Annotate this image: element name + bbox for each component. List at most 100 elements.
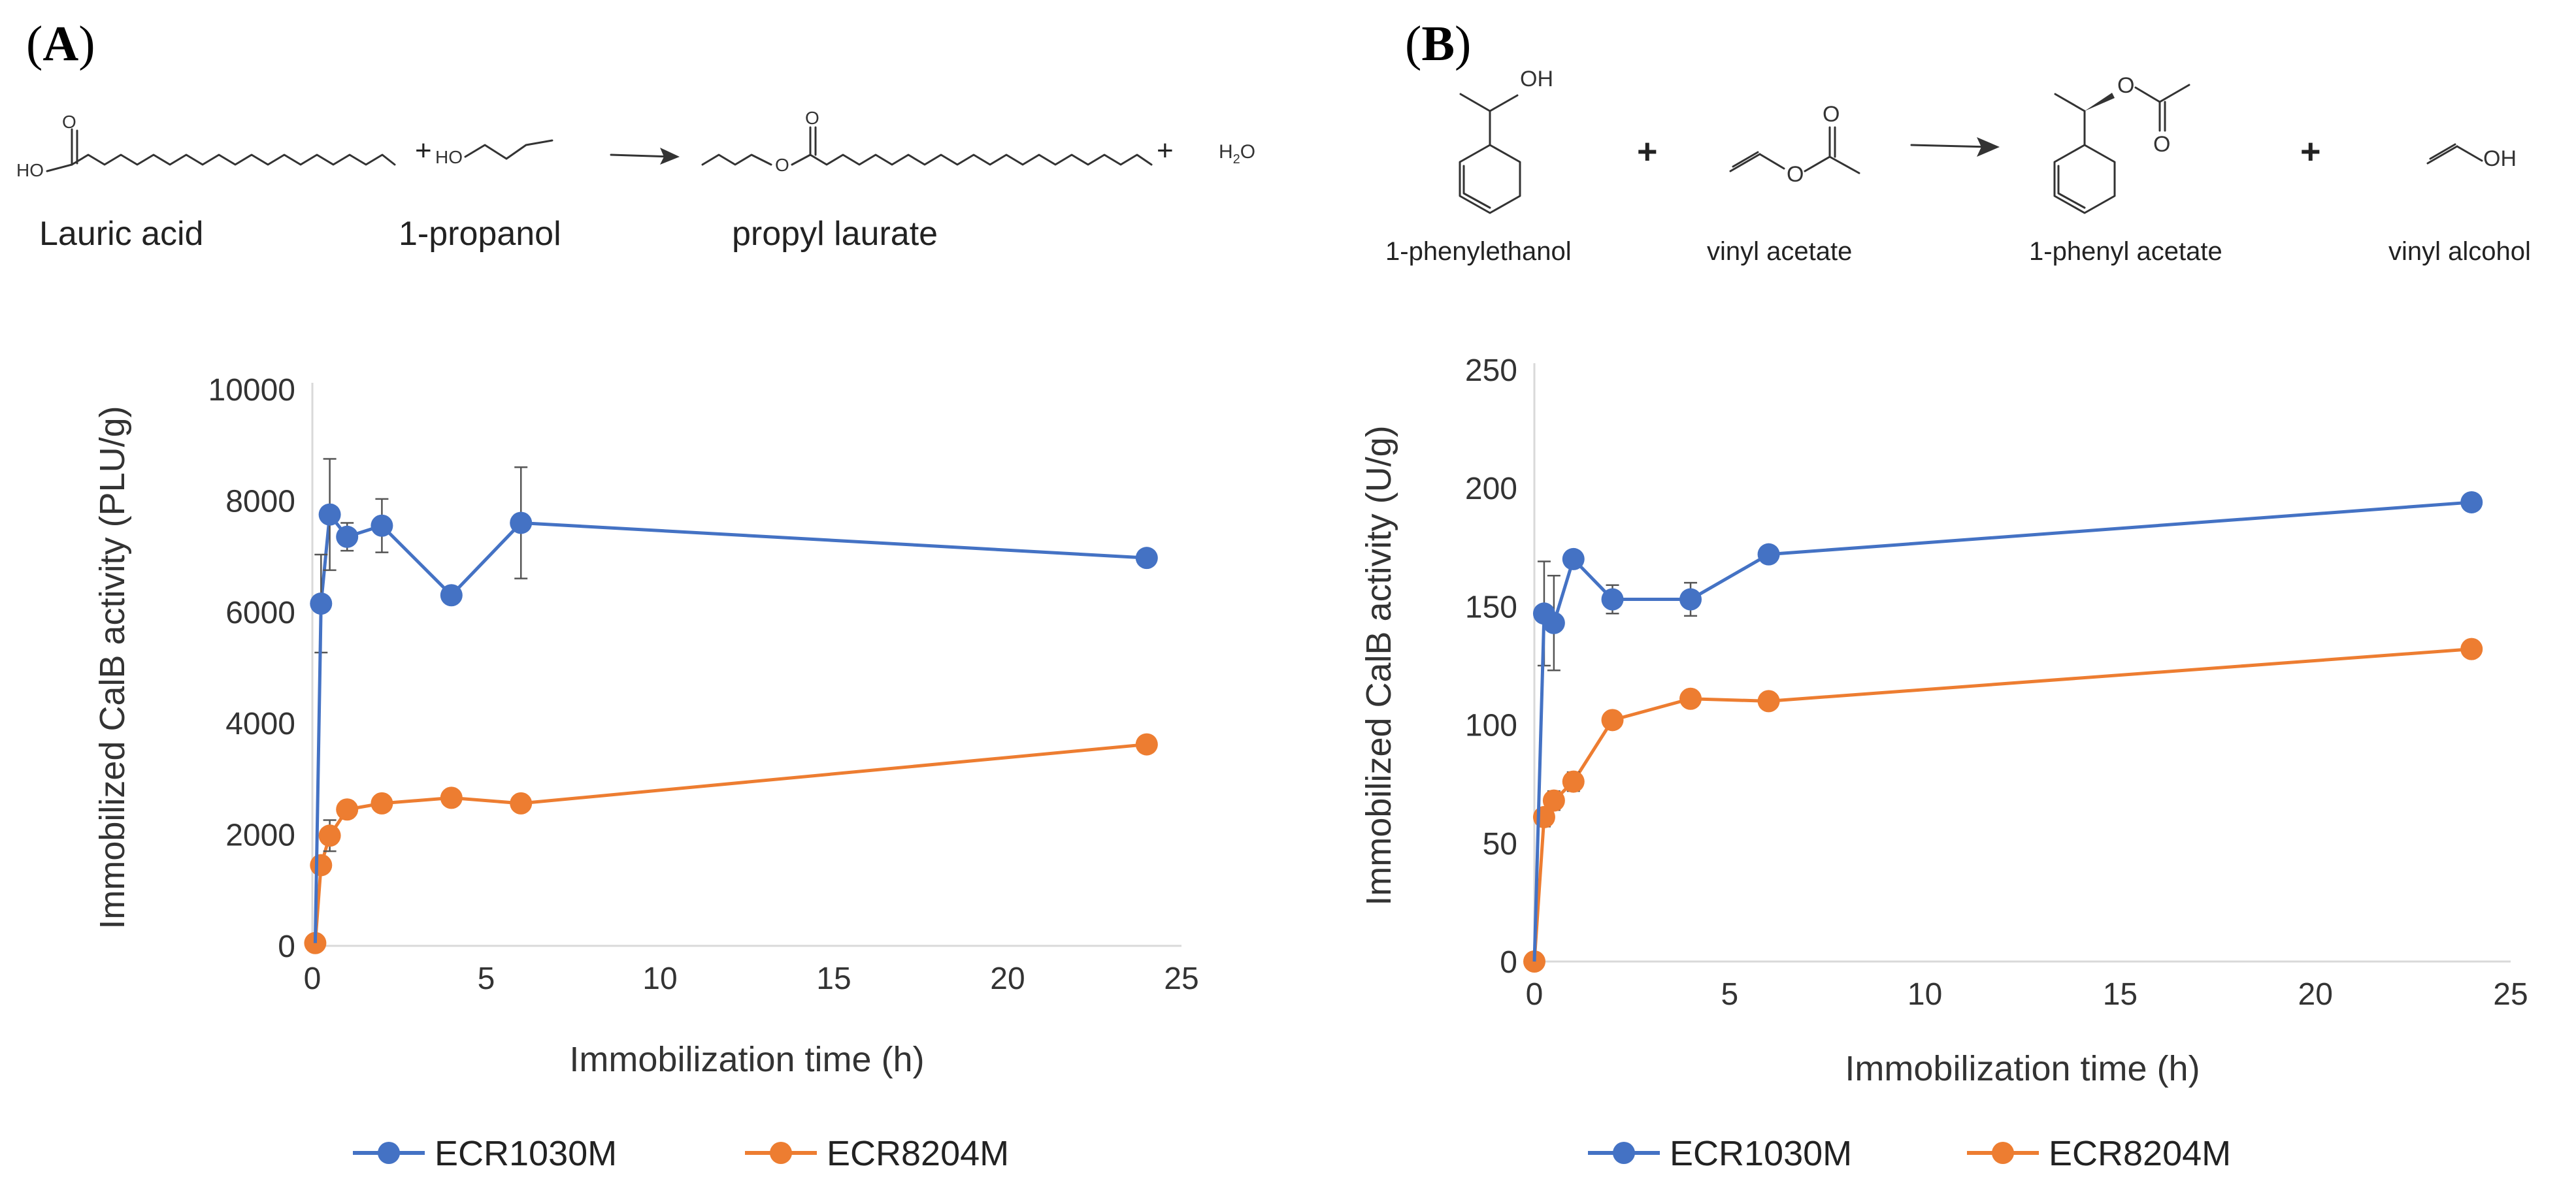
series-line	[313, 743, 1148, 943]
lauric-acid-structure: O HO	[16, 112, 396, 180]
y-tick-label: 10000	[208, 373, 295, 408]
data-point	[336, 798, 359, 821]
y-tick-label: 250	[1465, 353, 1517, 388]
data-point	[1135, 547, 1158, 570]
series-line-start	[313, 603, 323, 943]
panel-a-label: (A)	[26, 16, 95, 71]
x-tick-label: 25	[2493, 977, 2528, 1012]
series-ECR1030M	[1532, 491, 2483, 671]
atom-o: O	[1787, 162, 1804, 187]
y-axis-title: Immobilized CalB activity (PLU/g)	[93, 406, 132, 929]
compound-name: Lauric acid	[39, 215, 203, 253]
series-ECR8204M	[1523, 638, 2483, 973]
phenylethanol-structure: OH	[1459, 67, 1553, 214]
atom-o: O	[2153, 132, 2170, 157]
water-formula: H2O	[1219, 141, 1255, 167]
compound-name: vinyl acetate	[1707, 237, 1852, 266]
reaction-arrow	[610, 148, 680, 165]
y-tick-label: 100	[1465, 709, 1517, 743]
vinyl-alcohol-structure: OH	[2426, 143, 2517, 171]
data-point	[1679, 687, 1702, 710]
series-ECR8204M	[304, 733, 1158, 954]
data-point	[1542, 611, 1565, 634]
series-ECR1030M	[310, 458, 1158, 654]
phenyl-acetate-structure: O O	[2053, 73, 2190, 214]
chart-b: 0 50 100 150 200 250 0 5 10 15 20 25 Immobilization …	[1359, 353, 2528, 1173]
data-point	[1135, 733, 1158, 756]
x-tick-label: 25	[1164, 962, 1198, 996]
data-point	[318, 824, 341, 847]
plus-sign: +	[2300, 132, 2321, 171]
propanol-structure: HO	[435, 139, 553, 167]
data-point	[371, 792, 393, 815]
data-point	[1601, 588, 1624, 611]
atom-ho: HO	[16, 160, 44, 180]
data-point	[1542, 789, 1565, 812]
legend-label: ECR8204M	[2049, 1134, 2231, 1173]
data-point	[440, 786, 463, 809]
y-tick-label: 0	[278, 930, 295, 964]
plus-sign: +	[1637, 132, 1658, 171]
series-line-start	[1532, 613, 1546, 962]
compound-name: 1-phenylethanol	[1385, 237, 1572, 266]
x-tick-label: 10	[1907, 977, 1942, 1012]
x-tick-label: 10	[642, 962, 677, 996]
compound-name: 1-phenyl acetate	[2029, 237, 2222, 266]
legend-label: ECR1030M	[435, 1134, 617, 1173]
legend-label: ECR8204M	[827, 1134, 1009, 1173]
data-point	[1562, 547, 1585, 570]
x-tick-label: 15	[2103, 977, 2138, 1012]
reaction-arrow	[1910, 137, 2000, 157]
legend-marker	[770, 1142, 792, 1164]
atom-oh: OH	[2483, 146, 2517, 171]
data-point	[1679, 588, 1702, 611]
y-tick-label: 50	[1483, 827, 1517, 862]
atom-o: O	[1823, 102, 1840, 127]
legend-marker	[378, 1142, 400, 1164]
data-point	[371, 514, 393, 537]
x-tick-label: 0	[1526, 977, 1544, 1012]
x-axis-title: Immobilization time (h)	[569, 1040, 924, 1079]
x-axis-title: Immobilization time (h)	[1845, 1049, 2200, 1088]
compound-name: vinyl alcohol	[2388, 237, 2531, 266]
y-tick-label: 2000	[225, 818, 295, 853]
data-point	[1757, 543, 1780, 566]
atom-o: O	[2117, 73, 2134, 98]
legend: ECR1030M ECR8204M	[1588, 1134, 2231, 1173]
atom-oh: OH	[1520, 67, 1553, 91]
y-tick-label: 0	[1500, 945, 1517, 980]
legend-marker	[1613, 1142, 1635, 1164]
atom-ho: HO	[435, 147, 463, 167]
atom-o: O	[775, 155, 789, 175]
x-tick-label: 5	[478, 962, 495, 996]
data-point	[336, 525, 359, 548]
y-axis-title: Immobilized CalB activity (U/g)	[1359, 425, 1398, 905]
x-tick-label: 5	[1721, 977, 1738, 1012]
series-line	[1532, 647, 2472, 962]
plus-sign: +	[1157, 135, 1174, 167]
atom-o: O	[62, 112, 76, 132]
y-tick-label: 4000	[225, 707, 295, 741]
x-tick-label: 20	[2298, 977, 2333, 1012]
vinyl-acetate-structure: O O	[1729, 102, 1860, 187]
atom-o: O	[805, 108, 819, 128]
panel-a: (A) O HO + HO	[16, 16, 1255, 1173]
chart-a: 0 2000 4000 6000 8000 10000 0 5 10 15 20 25 Immobili…	[93, 373, 1199, 1173]
legend-marker	[1992, 1142, 2014, 1164]
y-tick-label: 200	[1465, 472, 1517, 506]
data-point	[318, 503, 341, 526]
y-tick-label: 150	[1465, 590, 1517, 624]
legend-label: ECR1030M	[1670, 1134, 1852, 1173]
x-tick-label: 15	[816, 962, 851, 996]
legend: ECR1030M ECR8204M	[353, 1134, 1009, 1173]
data-point	[440, 584, 463, 607]
data-point	[2460, 638, 2483, 660]
compound-name: propyl laurate	[732, 215, 938, 253]
panel-b-label: (B)	[1405, 16, 1471, 71]
data-point	[310, 854, 333, 877]
y-tick-label: 6000	[225, 596, 295, 630]
panel-b: (B) OH + O O	[1359, 16, 2531, 1173]
y-tick-label: 8000	[225, 484, 295, 519]
x-tick-label: 20	[990, 962, 1025, 996]
